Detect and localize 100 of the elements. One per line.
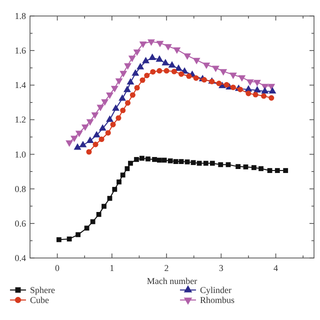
y-tick-label: 0.8: [14, 184, 26, 194]
point: [246, 90, 252, 96]
point: [75, 130, 83, 138]
x-tick-label: 3: [218, 263, 224, 273]
point: [86, 119, 94, 126]
point: [130, 92, 136, 98]
point: [144, 72, 150, 78]
point: [171, 68, 177, 74]
point: [112, 104, 120, 111]
point: [66, 140, 74, 147]
point: [106, 92, 114, 99]
point: [79, 140, 87, 148]
point: [216, 80, 222, 86]
point: [139, 42, 147, 48]
point: [146, 156, 150, 162]
point: [84, 226, 90, 231]
point: [56, 237, 62, 242]
point: [120, 70, 128, 78]
point: [192, 58, 200, 64]
point: [81, 124, 89, 131]
point: [162, 58, 170, 66]
point: [243, 164, 248, 170]
point: [201, 77, 207, 83]
point: [238, 75, 246, 82]
point: [140, 77, 146, 83]
point: [148, 39, 155, 46]
point: [134, 84, 140, 90]
point: [86, 136, 94, 143]
point: [74, 143, 82, 150]
point: [123, 86, 131, 92]
point: [102, 204, 106, 209]
y-tick-label: 0.6: [14, 218, 26, 228]
y-tick-label: 1.4: [14, 80, 26, 90]
point: [202, 62, 210, 70]
legend-label: Sphere: [30, 285, 55, 295]
point: [116, 115, 122, 121]
point: [268, 87, 276, 94]
legend-label: Cylinder: [200, 285, 232, 295]
point: [140, 156, 144, 161]
point: [258, 166, 264, 172]
point: [190, 160, 196, 166]
point: [91, 112, 99, 119]
point: [66, 236, 72, 242]
point: [203, 160, 208, 166]
point: [115, 78, 123, 85]
point: [173, 47, 181, 54]
point: [246, 79, 254, 86]
point: [236, 164, 241, 170]
point: [283, 168, 288, 173]
point: [212, 66, 220, 72]
point: [156, 158, 162, 163]
point: [136, 62, 144, 70]
point: [124, 63, 132, 70]
point: [168, 61, 176, 68]
point: [125, 100, 131, 106]
point: [110, 122, 116, 128]
point: [268, 95, 274, 101]
point: [229, 72, 237, 80]
point: [96, 104, 104, 112]
point: [150, 69, 156, 75]
point: [230, 84, 236, 90]
x-tick-label: 2: [164, 263, 169, 273]
point: [238, 86, 244, 92]
point: [98, 124, 106, 131]
point: [164, 44, 172, 51]
legend-label: Cube: [30, 295, 50, 305]
point: [260, 93, 267, 99]
point: [156, 68, 162, 74]
point: [178, 71, 184, 77]
y-tick-label: 1.2: [14, 114, 26, 125]
point: [162, 158, 167, 163]
point: [132, 69, 140, 76]
point: [174, 64, 182, 71]
point: [156, 55, 164, 62]
point: [133, 49, 141, 56]
x-tick-label: 0: [55, 263, 60, 273]
point: [210, 160, 215, 166]
point: [226, 162, 231, 168]
point: [186, 73, 192, 79]
point: [96, 212, 102, 217]
point: [105, 130, 111, 136]
point: [178, 159, 184, 164]
point: [152, 157, 157, 162]
y-tick-label: 1.6: [14, 46, 26, 56]
point: [86, 149, 92, 155]
point: [70, 136, 78, 142]
point: [274, 168, 280, 173]
point: [252, 92, 258, 98]
point: [106, 115, 114, 122]
point: [224, 82, 230, 88]
point: [116, 179, 122, 184]
point: [184, 159, 190, 164]
point: [110, 86, 118, 92]
point: [184, 53, 192, 60]
point: [193, 75, 199, 81]
point: [134, 157, 139, 162]
point: [128, 160, 133, 166]
point: [168, 158, 173, 164]
point: [196, 160, 202, 166]
point: [173, 159, 178, 164]
